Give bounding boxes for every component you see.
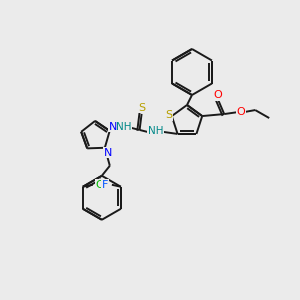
Text: S: S: [165, 110, 172, 120]
Text: O: O: [237, 107, 246, 117]
Text: S: S: [138, 103, 145, 113]
Text: NH: NH: [116, 122, 131, 132]
Text: Cl: Cl: [95, 180, 106, 190]
Text: O: O: [214, 90, 223, 100]
Text: N: N: [109, 122, 117, 132]
Text: F: F: [102, 180, 108, 190]
Text: N: N: [103, 148, 112, 158]
Text: NH: NH: [148, 126, 163, 136]
